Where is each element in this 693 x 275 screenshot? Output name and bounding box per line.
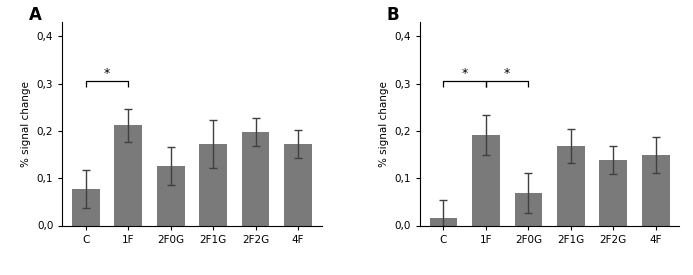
Bar [284,144,312,225]
Bar [242,132,270,226]
Text: *: * [462,67,468,80]
Text: *: * [104,67,110,80]
Y-axis label: % signal change: % signal change [21,81,31,167]
Bar [599,160,627,226]
Bar [430,218,457,226]
Bar [200,144,227,225]
Text: A: A [28,6,42,24]
Bar [114,125,142,226]
Bar [472,135,500,226]
Bar [72,189,100,225]
Bar [557,146,585,226]
Bar [514,193,542,226]
Y-axis label: % signal change: % signal change [379,81,389,167]
Text: *: * [504,67,510,80]
Bar [157,166,184,226]
Text: B: B [386,6,399,24]
Bar [642,155,669,225]
